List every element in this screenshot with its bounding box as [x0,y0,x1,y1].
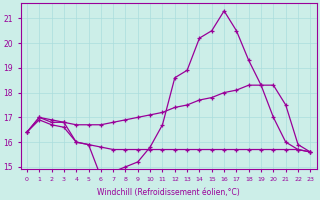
X-axis label: Windchill (Refroidissement éolien,°C): Windchill (Refroidissement éolien,°C) [97,188,240,197]
